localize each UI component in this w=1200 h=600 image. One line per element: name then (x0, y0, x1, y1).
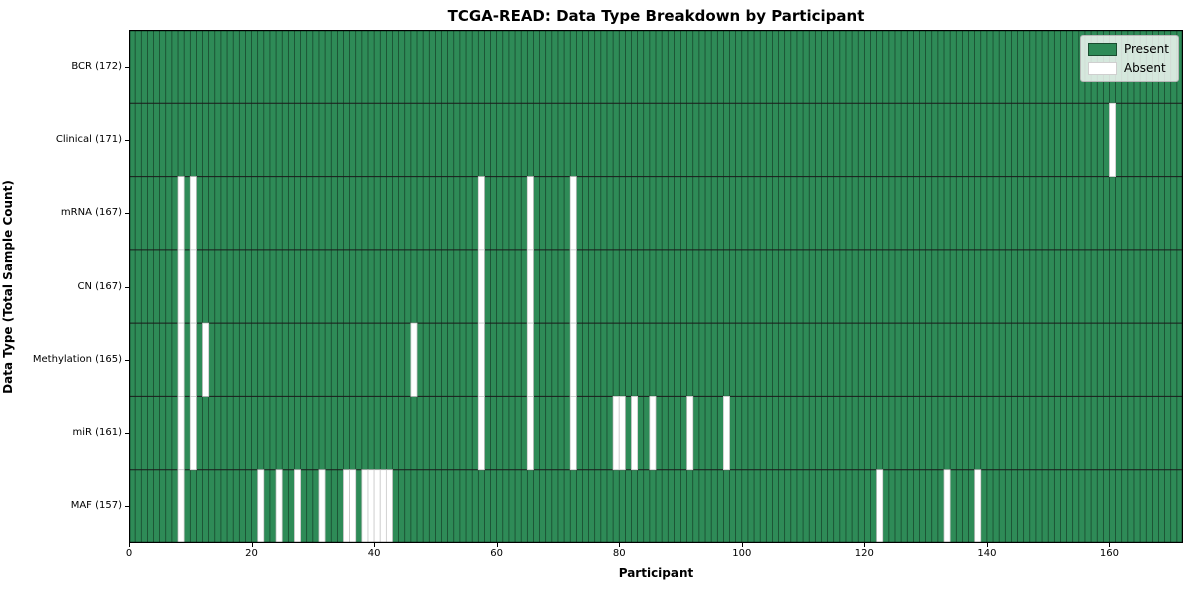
absent-cell (189, 396, 197, 471)
legend: Present Absent (1079, 35, 1179, 82)
x-tick-mark (1109, 543, 1111, 547)
absent-cell (526, 249, 534, 324)
absent-swatch-icon (1087, 61, 1117, 75)
y-tick-mark (125, 213, 129, 215)
absent-cell (943, 469, 951, 543)
y-tick-mark (125, 139, 129, 141)
legend-entry-present: Present (1087, 42, 1169, 56)
absent-cell (385, 469, 393, 543)
x-tick-mark (986, 543, 988, 547)
x-tick-mark (619, 543, 621, 547)
absent-cell (526, 396, 534, 471)
absent-cell (257, 469, 265, 543)
absent-cell (177, 176, 185, 251)
absent-cell (569, 176, 577, 251)
absent-cell (189, 249, 197, 324)
y-tick-label-MAF: MAF (157) (70, 500, 122, 512)
x-axis-label: Participant (618, 566, 694, 580)
plot-area: Present Absent (129, 30, 1183, 543)
absent-cell (477, 249, 485, 324)
absent-cell (876, 469, 884, 543)
absent-cell (177, 396, 185, 471)
x-tick-label: 160 (1099, 548, 1119, 559)
legend-label: Absent (1123, 61, 1166, 75)
y-tick-label-mRNA: mRNA (167) (60, 207, 122, 219)
absent-cell (723, 396, 730, 471)
legend-label: Present (1123, 42, 1169, 56)
absent-cell (177, 469, 185, 543)
absent-cell (477, 322, 485, 397)
absent-cell (343, 469, 351, 543)
absent-cell (202, 322, 210, 397)
y-tick-mark (125, 359, 129, 361)
y-tick-mark (125, 66, 129, 68)
y-tick-label-BCR: BCR (172) (71, 60, 122, 72)
plot-frame (129, 30, 1183, 543)
y-tick-label-miR: miR (161) (72, 427, 122, 439)
absent-cell (367, 469, 375, 543)
absent-cell (477, 396, 485, 471)
absent-cell (974, 469, 982, 543)
x-tick-mark (741, 543, 743, 547)
x-tick-label: 0 (125, 548, 133, 559)
x-tick-mark (374, 543, 376, 547)
x-tick-label: 40 (367, 548, 381, 559)
absent-cell (631, 396, 639, 471)
absent-cell (318, 469, 326, 543)
y-tick-label-Methylation: Methylation (165) (32, 353, 122, 365)
y-tick-label-CN: CN (167) (77, 280, 122, 292)
x-tick-mark (129, 543, 130, 547)
absent-cell (569, 322, 577, 397)
absent-cell (477, 176, 485, 251)
absent-cell (379, 469, 387, 543)
y-tick-label-Clinical: Clinical (171) (55, 133, 122, 145)
absent-cell (569, 396, 577, 471)
x-tick-label: 100 (732, 548, 752, 559)
y-tick-mark (125, 433, 129, 435)
absent-cell (649, 396, 657, 471)
x-tick-label: 20 (245, 548, 258, 559)
x-tick-label: 120 (854, 548, 874, 559)
x-tick-mark (251, 543, 253, 547)
absent-cell (410, 322, 418, 397)
absent-cell (349, 469, 357, 543)
absent-cell (526, 176, 534, 251)
absent-cell (612, 396, 620, 471)
absent-cell (373, 469, 381, 543)
absent-cell (189, 176, 197, 251)
absent-cell (294, 469, 301, 543)
present-swatch-icon (1087, 42, 1117, 56)
absent-cell (686, 396, 694, 471)
x-tick-mark (864, 543, 866, 547)
x-tick-mark (496, 543, 498, 547)
y-tick-mark (125, 506, 129, 508)
absent-cell (569, 249, 577, 324)
absent-cell (177, 322, 185, 397)
heatmap (129, 30, 1183, 543)
absent-cell (177, 249, 185, 324)
absent-cell (361, 469, 369, 543)
absent-cell (1109, 102, 1116, 177)
absent-cell (526, 322, 534, 397)
absent-cell (618, 396, 626, 471)
absent-cell (189, 322, 197, 397)
chart-title: TCGA-READ: Data Type Breakdown by Partic… (447, 7, 865, 25)
absent-cell (275, 469, 283, 543)
x-tick-label: 140 (977, 548, 997, 559)
x-tick-label: 60 (490, 548, 504, 559)
legend-entry-absent: Absent (1087, 61, 1169, 75)
y-tick-mark (125, 286, 129, 288)
x-tick-label: 80 (612, 548, 626, 559)
